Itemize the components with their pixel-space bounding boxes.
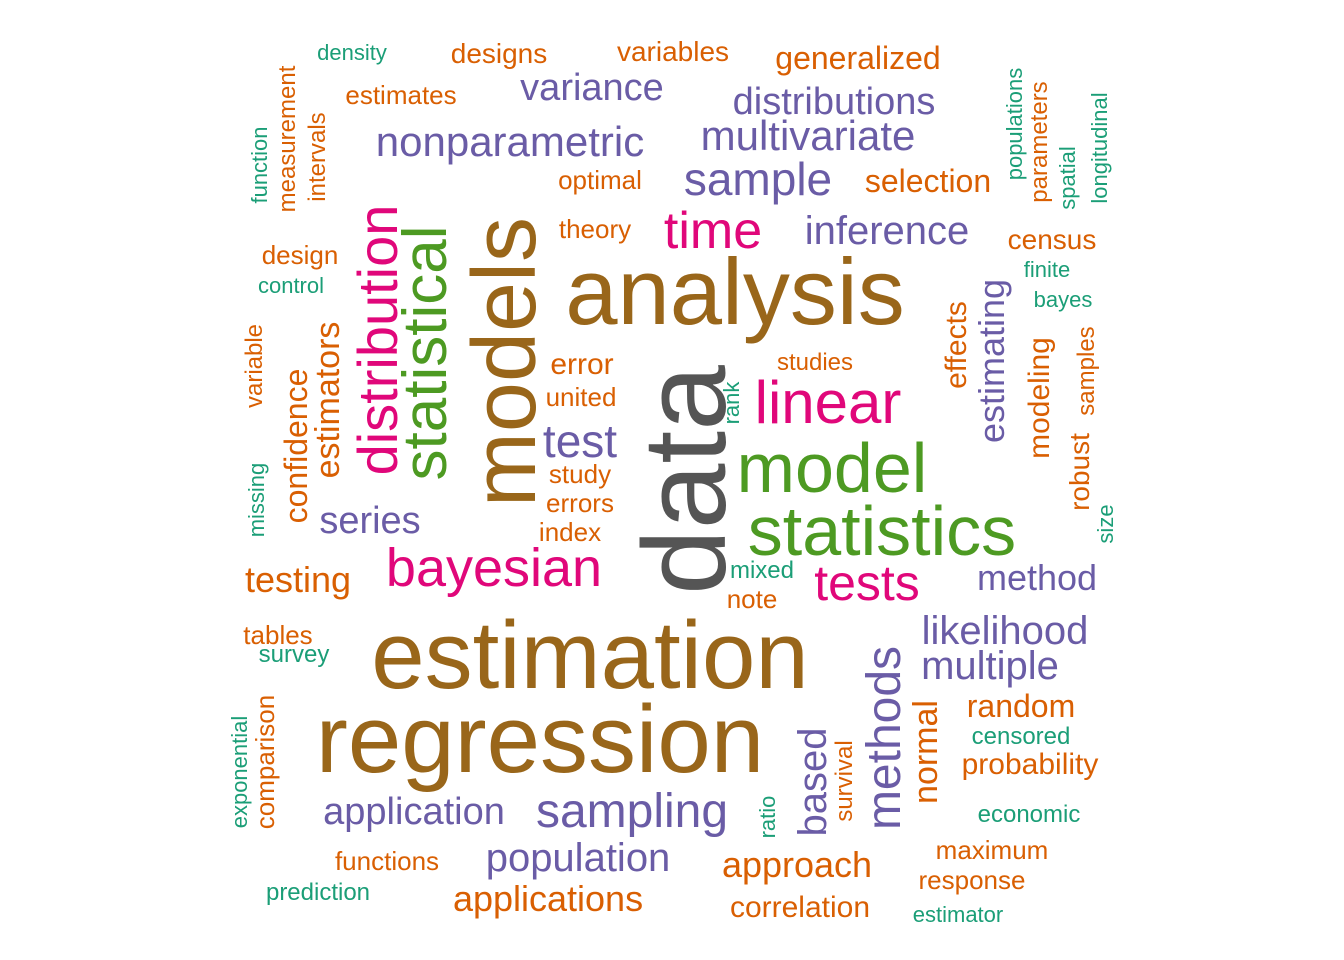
word-variance: variance: [520, 67, 664, 109]
word-random: random: [966, 688, 1076, 724]
word-nonparametric: nonparametric: [375, 118, 645, 165]
word-model: model: [736, 429, 928, 507]
word-population: population: [485, 836, 671, 880]
word-survival: survival: [831, 740, 858, 822]
word-tests: tests: [814, 555, 920, 611]
word-series: series: [319, 500, 421, 542]
word-approach: approach: [721, 844, 873, 885]
word-function: function: [247, 126, 272, 204]
word-united: united: [545, 382, 617, 412]
word-models: models: [455, 216, 555, 508]
word-linear: linear: [754, 369, 902, 436]
word-intervals: intervals: [304, 112, 331, 202]
word-survey: survey: [258, 641, 330, 668]
word-sampling: sampling: [535, 785, 729, 838]
word-analysis: analysis: [565, 239, 905, 344]
word-selection: selection: [864, 163, 992, 199]
word-functions: functions: [334, 846, 440, 876]
word-index: index: [538, 517, 602, 547]
word-response: response: [918, 865, 1026, 895]
word-ratio: ratio: [755, 795, 780, 839]
word-estimating: estimating: [971, 278, 1012, 444]
word-estimators: estimators: [309, 321, 347, 479]
word-variables: variables: [616, 36, 730, 67]
word-test: test: [542, 415, 618, 467]
word-robust: robust: [1064, 433, 1095, 511]
word-regression: regression: [315, 686, 765, 793]
word-longitudinal: longitudinal: [1087, 92, 1112, 204]
word-distribution: distribution: [346, 204, 409, 476]
word-study: study: [548, 459, 612, 489]
word-multiple: multiple: [921, 644, 1059, 688]
word-mixed: mixed: [729, 557, 795, 584]
word-modeling: modeling: [1023, 337, 1056, 459]
word-finite: finite: [1023, 257, 1071, 282]
word-tables: tables: [243, 620, 313, 650]
word-size: size: [1093, 504, 1118, 544]
word-likelihood: likelihood: [921, 609, 1089, 653]
word-normal: normal: [907, 700, 945, 804]
word-bayes: bayes: [1033, 287, 1093, 312]
word-missing: missing: [244, 462, 269, 538]
word-variable: variable: [241, 323, 268, 409]
word-prediction: prediction: [265, 879, 371, 906]
word-spatial: spatial: [1055, 146, 1080, 210]
word-confidence: confidence: [278, 368, 314, 524]
word-censored: censored: [971, 723, 1071, 750]
word-distributions: distributions: [732, 81, 936, 123]
word-studies: studies: [776, 349, 854, 376]
word-sample: sample: [683, 153, 833, 205]
word-note: note: [726, 584, 778, 614]
word-census: census: [1007, 224, 1097, 255]
word-applications: applications: [452, 878, 644, 919]
word-design: design: [261, 240, 339, 270]
word-statistics: statistics: [747, 492, 1017, 570]
word-inference: inference: [804, 209, 970, 253]
word-exponential: exponential: [227, 715, 252, 829]
word-time: time: [663, 202, 763, 260]
word-samples: samples: [1073, 326, 1100, 416]
word-errors: errors: [546, 488, 614, 518]
word-probability: probability: [961, 748, 1099, 781]
word-control: control: [257, 273, 325, 298]
word-parameters: parameters: [1026, 81, 1053, 203]
word-method: method: [976, 557, 1098, 598]
word-measurement: measurement: [274, 65, 301, 213]
word-bayesian: bayesian: [385, 538, 603, 598]
word-estimates: estimates: [345, 80, 457, 110]
word-estimation: estimation: [371, 602, 809, 709]
word-methods: methods: [858, 645, 911, 831]
word-multivariate: multivariate: [700, 112, 916, 159]
word-populations: populations: [1002, 67, 1027, 181]
word-comparison: comparison: [250, 694, 280, 830]
word-error: error: [550, 348, 614, 381]
word-economic: economic: [977, 801, 1081, 828]
word-testing: testing: [244, 559, 352, 600]
word-correlation: correlation: [729, 891, 871, 924]
word-effects: effects: [940, 301, 973, 389]
word-generalized: generalized: [775, 40, 941, 76]
word-based: based: [791, 727, 835, 837]
word-rank: rank: [719, 381, 744, 425]
word-theory: theory: [558, 214, 632, 244]
word-optimal: optimal: [558, 165, 642, 195]
word-application: application: [323, 791, 505, 833]
word-estimator: estimator: [912, 902, 1004, 927]
word-maximum: maximum: [935, 835, 1049, 865]
word-density: density: [317, 40, 387, 65]
word-designs: designs: [450, 38, 548, 69]
